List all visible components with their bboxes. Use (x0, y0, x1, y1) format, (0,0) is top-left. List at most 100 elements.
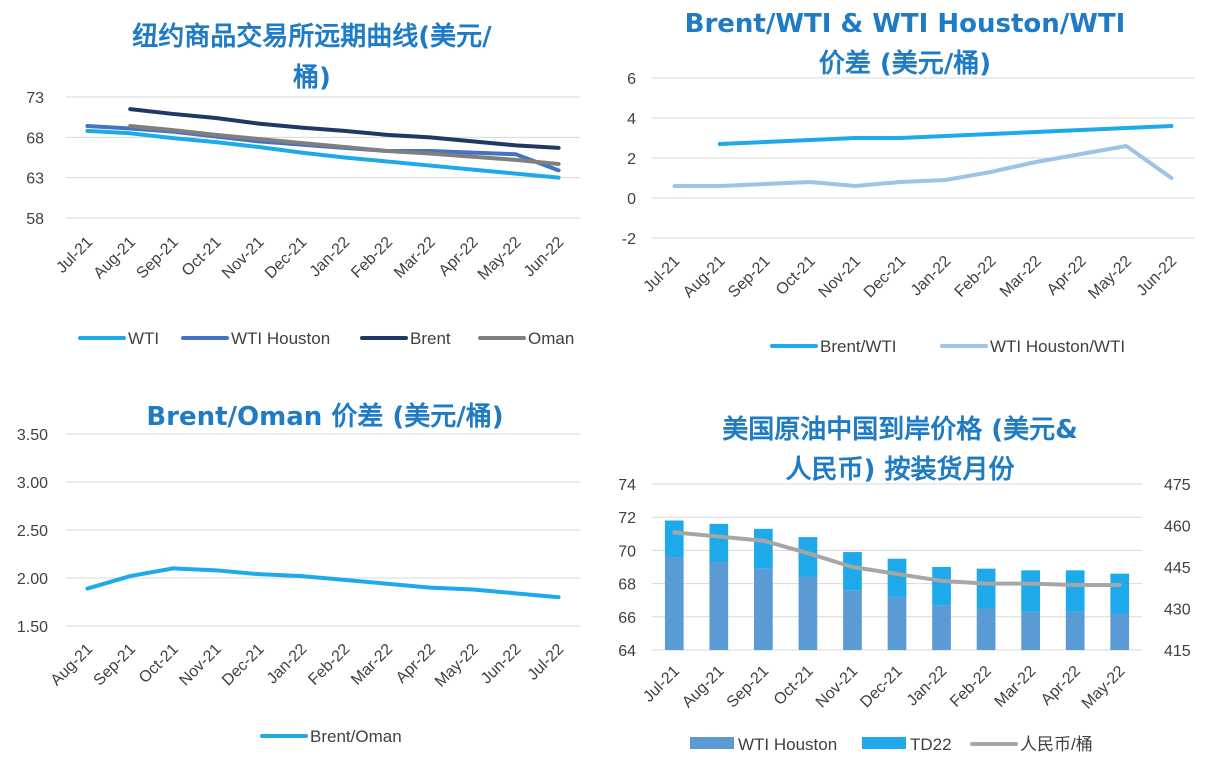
y-tick-label: 2.00 (17, 571, 48, 588)
chart-brent-wti-spread: Brent/WTI & WTI Houston/WTI 价差 (美元/桶) 6 4 2 0… (622, 9, 1194, 356)
x-tick-label: Jul-21 (640, 663, 683, 706)
chart-title-line: 桶) (293, 62, 331, 93)
y-right-tick-label: 430 (1164, 602, 1191, 619)
series-line-rmb (672, 530, 1122, 587)
x-tick-label: Nov-21 (219, 234, 268, 283)
x-tick-label: Mar-22 (391, 234, 439, 282)
x-tick-label: Jan-22 (307, 234, 354, 281)
series-line-wti (85, 128, 561, 180)
x-tick-label: Sep-21 (725, 253, 774, 302)
y-tick-label: 0 (627, 191, 636, 208)
series-line-brent (128, 107, 561, 150)
legend-swatch (690, 737, 734, 749)
legend-swatch (862, 737, 906, 749)
bar-td22 (664, 520, 684, 558)
y-tick-label: 2 (627, 151, 636, 168)
y-tick-label: 3.50 (17, 427, 48, 444)
y-tick-label: 2.50 (17, 523, 48, 540)
x-tick-label: Aug-21 (679, 663, 728, 712)
y-tick-label: 70 (618, 543, 636, 560)
y-tick-label: 64 (618, 643, 636, 660)
x-tick-label: Jan-22 (904, 663, 951, 710)
chart-title-line: Brent/Oman 价差 (美元/桶) (146, 401, 503, 432)
x-tick-label: May-22 (432, 641, 482, 691)
x-tick-label: May-22 (1085, 253, 1135, 303)
bar-td22 (976, 568, 996, 609)
chart-title-line: Brent/WTI & WTI Houston/WTI (685, 9, 1126, 39)
x-tick-label: Apr-22 (1038, 663, 1084, 709)
x-tick-label: Feb-22 (947, 663, 995, 711)
y-tick-label: 3.00 (17, 475, 48, 492)
bar-td22 (709, 523, 729, 563)
chart-china-landed-price: 美国原油中国到岸价格 (美元&人民币) 按装货月份 74 72 70 68 66 64Jul… (618, 414, 1191, 754)
bar-wti-houston (887, 596, 907, 650)
x-tick-label: Oct-21 (136, 641, 182, 687)
legend-label: WTI Houston (231, 329, 330, 348)
x-tick-label: Jul-22 (525, 641, 568, 684)
bar-wti-houston (1065, 611, 1085, 650)
x-tick-label: Oct-21 (771, 663, 817, 709)
bar-td22 (1065, 570, 1085, 612)
y-right-tick-label: 460 (1164, 519, 1191, 536)
chart-title-line: 人民币) 按装货月份 (786, 454, 1015, 485)
y-tick-label: 72 (618, 510, 636, 527)
x-tick-label: May-22 (1079, 663, 1129, 713)
bar-wti-houston (1021, 611, 1040, 650)
legend-label: TD22 (910, 735, 952, 754)
y-tick-label: 6 (627, 71, 636, 88)
chart-title-line: 价差 (美元/桶) (819, 48, 991, 79)
legend-label: Brent/Oman (310, 727, 402, 746)
x-tick-label: Dec-21 (861, 253, 910, 302)
bar-wti-houston (932, 605, 951, 650)
x-tick-label: Jan-22 (908, 253, 955, 300)
bar-td22 (887, 558, 907, 597)
y-tick-label: 4 (627, 111, 636, 128)
legend-label: Oman (528, 329, 574, 348)
x-tick-label: Nov-21 (176, 641, 225, 690)
chart-title-line: 纽约商品交易所远期曲线(美元/ (132, 21, 492, 52)
x-tick-label: Dec-21 (262, 234, 311, 283)
series-line-wti-houston (85, 124, 561, 173)
y-tick-label: 68 (618, 577, 636, 594)
bar-td22 (754, 528, 773, 569)
bar-wti-houston (798, 576, 818, 650)
legend-label: WTI Houston (738, 735, 837, 754)
bar-wti-houston (709, 562, 729, 650)
bar-wti-houston (1110, 613, 1130, 650)
y-tick-label: 74 (618, 477, 636, 494)
bar-td22 (798, 537, 818, 577)
y-right-tick-label: 415 (1164, 643, 1191, 660)
bar-td22 (843, 552, 862, 591)
x-tick-label: Feb-22 (952, 253, 1000, 301)
bar-wti-houston (976, 608, 996, 650)
x-tick-label: Aug-21 (48, 641, 97, 690)
chart-futures-curve: 纽约商品交易所远期曲线(美元/桶)73686358Jul-21Aug-21Sep… (26, 21, 580, 348)
x-tick-label: Mar-22 (997, 253, 1045, 301)
legend-label: Brent (410, 329, 451, 348)
bar-td22 (1021, 570, 1040, 612)
y-tick-label: 1.50 (17, 619, 48, 636)
x-tick-label: Mar-22 (992, 663, 1040, 711)
x-tick-label: Nov-21 (813, 663, 862, 712)
legend-label: Brent/WTI (820, 337, 897, 356)
bar-td22 (1110, 573, 1130, 614)
x-tick-label: Jun-22 (1134, 253, 1181, 300)
x-tick-label: Nov-21 (816, 253, 865, 302)
y-right-tick-label: 475 (1164, 477, 1191, 494)
bar-wti-houston (754, 568, 773, 650)
x-tick-label: Feb-22 (305, 641, 353, 689)
x-tick-label: Feb-22 (348, 234, 396, 282)
x-tick-label: Oct-21 (773, 253, 819, 299)
legend-label: 人民币/桶 (1020, 735, 1093, 754)
chart-title-line: 美国原油中国到岸价格 (美元& (722, 414, 1078, 445)
x-tick-label: Jun-22 (521, 234, 568, 281)
chart-brent-oman-spread: Brent/Oman 价差 (美元/桶) 3.50 3.00 2.50 2.00 1.50… (17, 401, 580, 746)
x-tick-label: Sep-21 (724, 663, 773, 712)
y-tick-label: 73 (26, 90, 44, 107)
y-tick-label: 63 (26, 171, 44, 188)
series-line-wti-houston-wti (672, 144, 1174, 188)
x-tick-label: Sep-21 (91, 641, 140, 690)
x-tick-label: Jul-21 (641, 253, 684, 296)
legend-label: WTI Houston/WTI (990, 337, 1125, 356)
